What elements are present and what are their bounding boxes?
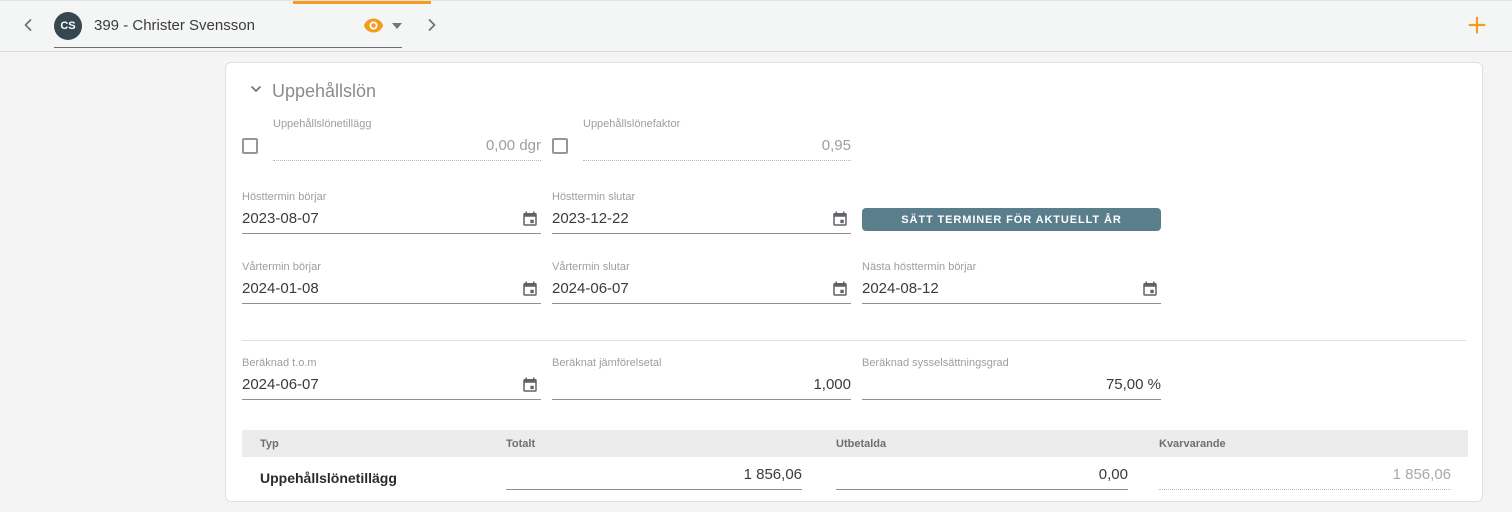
table-header-row: Typ Totalt Utbetalda Kvarvarande	[242, 430, 1468, 457]
field-label: Hösttermin slutar	[552, 191, 636, 203]
beraknad-tom-field: Beräknad t.o.m 2024-06-07	[242, 357, 541, 400]
field-value: 2024-06-07	[242, 376, 319, 393]
nasta-hosttermin-borjar-field: Nästa hösttermin börjar 2024-08-12	[862, 261, 1161, 304]
section-title: Uppehållslön	[272, 81, 377, 101]
field-value: 0,95	[821, 137, 851, 154]
active-tab-indicator	[293, 1, 431, 4]
row-kvarvarande-value: 1 856,06	[1159, 466, 1451, 490]
uppehallslon-card: Uppehållslön Uppehållslönetillägg 0,00 d…	[225, 62, 1483, 502]
calendar-icon[interactable]	[1139, 278, 1161, 300]
field-value: 75,00 %	[1105, 376, 1161, 393]
row-totalt-input[interactable]: 1 856,06	[506, 466, 802, 490]
hosttermin-borjar-input[interactable]: 2023-08-07	[242, 208, 541, 234]
vartermin-slutar-field: Vårtermin slutar 2024-06-07	[552, 261, 851, 304]
field-label: Uppehållslönetillägg	[273, 118, 372, 130]
employee-name: 399 - Christer Svensson	[94, 17, 255, 34]
uppehallslonetillagg-field: Uppehållslönetillägg 0,00 dgr	[273, 118, 541, 161]
chevron-right-icon	[422, 15, 442, 38]
dropdown-caret-icon[interactable]	[392, 22, 402, 29]
field-value: 2023-08-07	[242, 210, 319, 227]
checkbox-fields-row: Uppehållslönetillägg 0,00 dgr Uppehållsl…	[242, 118, 1466, 161]
table-header-typ: Typ	[260, 437, 279, 450]
uppehallslonetillagg-cell: Uppehållslönetillägg 0,00 dgr	[242, 118, 541, 161]
previous-employee-button[interactable]	[16, 13, 40, 40]
nasta-hosttermin-borjar-input[interactable]: 2024-08-12	[862, 278, 1161, 304]
beraknad-row: Beräknad t.o.m 2024-06-07 Beräknat jämfö…	[242, 357, 1466, 400]
uppehallslonefaktor-cell: Uppehållslönefaktor 0,95	[552, 118, 851, 161]
calendar-icon[interactable]	[829, 278, 851, 300]
table-header-utbetalda: Utbetalda	[836, 437, 887, 450]
uppehallslonefaktor-field: Uppehållslönefaktor 0,95	[583, 118, 851, 161]
field-label: Beräknad sysselsättningsgrad	[862, 357, 1009, 369]
field-value: 2024-06-07	[552, 280, 629, 297]
calendar-icon[interactable]	[519, 278, 541, 300]
beraknad-sysselsattningsgrad-input[interactable]: 75,00 %	[862, 374, 1161, 400]
field-value: 2023-12-22	[552, 210, 629, 227]
field-label: Uppehållslönefaktor	[583, 118, 681, 130]
chevron-left-icon	[18, 15, 38, 38]
uppehallslonetillagg-checkbox[interactable]	[242, 138, 258, 154]
topbar: CS 399 - Christer Svensson	[0, 0, 1512, 52]
chevron-down-icon	[248, 81, 264, 102]
hosttermin-slutar-field: Hösttermin slutar 2023-12-22	[552, 191, 851, 234]
vartermin-row: Vårtermin börjar 2024-01-08 Vårtermin sl…	[242, 261, 1466, 304]
field-label: Beräknat jämförelsetal	[552, 357, 662, 369]
beraknad-sysselsattningsgrad-field: Beräknad sysselsättningsgrad 75,00 %	[862, 357, 1161, 400]
hosttermin-row: Hösttermin börjar 2023-08-07 Hösttermin …	[242, 191, 1466, 234]
tillagg-summary-table: Typ Totalt Utbetalda Kvarvarande Uppehål…	[242, 430, 1468, 499]
satt-terminer-button[interactable]: SÄTT TERMINER FÖR AKTUELLT ÅR	[862, 208, 1161, 231]
field-value: 0,00 dgr	[485, 137, 541, 154]
table-header-kvarvarande: Kvarvarande	[1159, 437, 1226, 450]
uppehallslonefaktor-checkbox[interactable]	[552, 138, 568, 154]
hosttermin-borjar-field: Hösttermin börjar 2023-08-07	[242, 191, 541, 234]
vartermin-slutar-input[interactable]: 2024-06-07	[552, 278, 851, 304]
avatar: CS	[54, 11, 82, 40]
plus-icon	[1466, 14, 1488, 39]
uppehallslonetillagg-input: 0,00 dgr	[273, 135, 541, 161]
calendar-icon[interactable]	[519, 208, 541, 230]
hosttermin-slutar-input[interactable]: 2023-12-22	[552, 208, 851, 234]
field-label: Nästa hösttermin börjar	[862, 261, 977, 273]
beraknat-jamforelsetal-input[interactable]: 1,000	[552, 374, 851, 400]
table-row: Uppehållslönetillägg 1 856,06 0,00 1 856…	[242, 457, 1468, 499]
field-label: Beräknad t.o.m	[242, 357, 317, 369]
field-value: 2024-08-12	[862, 280, 939, 297]
calendar-icon[interactable]	[829, 208, 851, 230]
field-value: 1,000	[813, 376, 851, 393]
row-utbetalda-input[interactable]: 0,00	[836, 466, 1128, 490]
beraknad-tom-input[interactable]: 2024-06-07	[242, 374, 541, 400]
visibility-eye-icon[interactable]	[361, 16, 386, 35]
field-label: Vårtermin slutar	[552, 261, 630, 273]
field-label: Hösttermin börjar	[242, 191, 327, 203]
add-button[interactable]	[1464, 12, 1490, 41]
table-header-totalt: Totalt	[506, 437, 536, 450]
calendar-icon[interactable]	[519, 374, 541, 396]
employee-selector[interactable]: CS 399 - Christer Svensson	[54, 5, 402, 48]
row-typ: Uppehållslönetillägg	[260, 470, 397, 486]
uppehallslonefaktor-input: 0,95	[583, 135, 851, 161]
field-label: Vårtermin börjar	[242, 261, 321, 273]
vartermin-borjar-input[interactable]: 2024-01-08	[242, 278, 541, 304]
section-divider	[242, 340, 1466, 341]
next-employee-button[interactable]	[420, 13, 444, 40]
field-value: 2024-01-08	[242, 280, 319, 297]
vartermin-borjar-field: Vårtermin börjar 2024-01-08	[242, 261, 541, 304]
beraknat-jamforelsetal-field: Beräknat jämförelsetal 1,000	[552, 357, 851, 400]
section-header-uppehallslon[interactable]: Uppehållslön	[248, 81, 1466, 102]
